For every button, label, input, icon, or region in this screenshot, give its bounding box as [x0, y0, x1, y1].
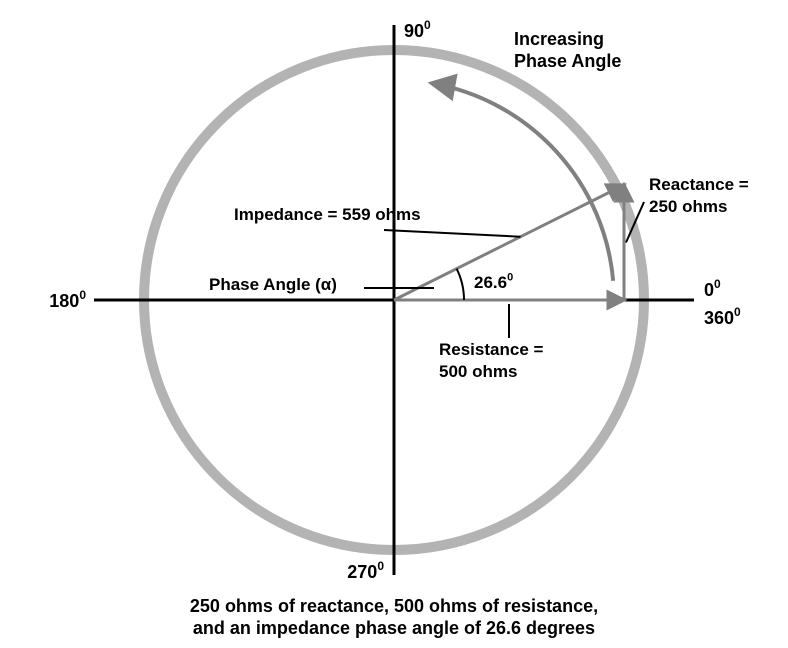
- resistance-label-1: Resistance =: [439, 340, 543, 359]
- increasing-label-2: Phase Angle: [514, 51, 621, 71]
- axis-label-270: 2700: [347, 559, 384, 582]
- caption-line-2: and an impedance phase angle of 26.6 deg…: [193, 618, 595, 638]
- increasing-phase-arc: [432, 83, 613, 280]
- reactance-label-1: Reactance =: [649, 175, 749, 194]
- resistance-label-2: 500 ohms: [439, 362, 517, 381]
- impedance-label: Impedance = 559 ohms: [234, 205, 421, 224]
- impedance-leader: [384, 230, 521, 237]
- axis-label-90: 900: [404, 18, 431, 41]
- axis-label-180: 1800: [49, 288, 86, 311]
- axis-label-0: 00: [704, 277, 721, 300]
- reactance-label-2: 250 ohms: [649, 197, 727, 216]
- phase-angle-label: Phase Angle (α): [209, 275, 337, 294]
- increasing-label-1: Increasing: [514, 29, 604, 49]
- phase-angle-arc: [457, 269, 464, 300]
- axis-label-360: 3600: [704, 305, 741, 328]
- phase-angle-value: 26.60: [474, 271, 513, 292]
- caption-line-1: 250 ohms of reactance, 500 ohms of resis…: [190, 596, 598, 616]
